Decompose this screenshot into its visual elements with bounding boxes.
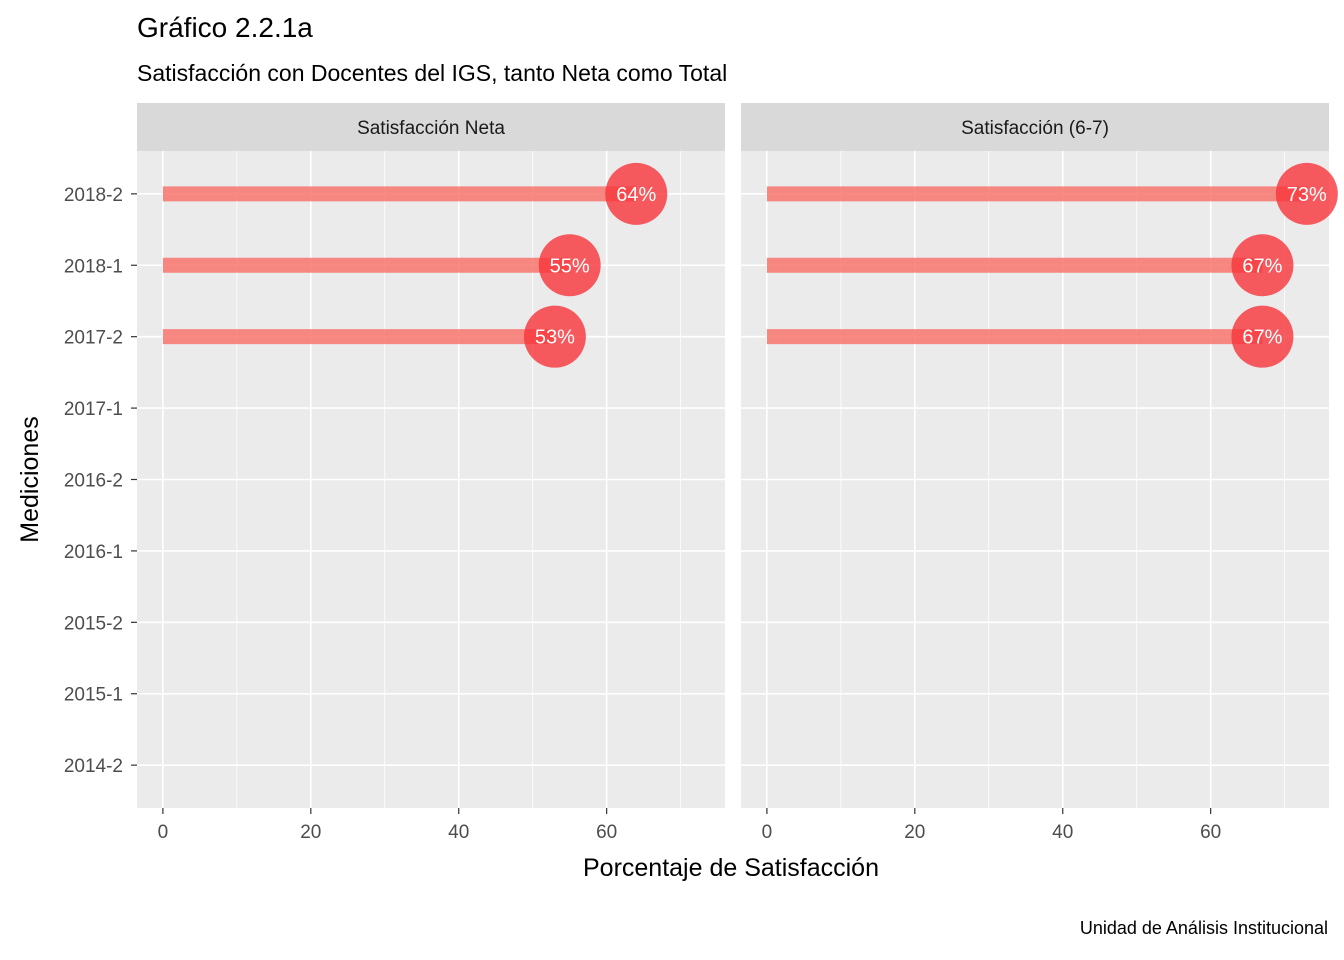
lollipop-point	[1275, 162, 1338, 225]
chart-subtitle: Satisfacción con Docentes del IGS, tanto…	[137, 60, 728, 86]
facet-strip-label: Satisfacción Neta	[357, 118, 505, 139]
y-tick-label: 2018-1	[64, 256, 123, 277]
x-tick-label: 0	[158, 822, 169, 843]
data-label: 73%	[1287, 184, 1327, 206]
data-label: 55%	[550, 255, 590, 277]
data-label: 53%	[535, 327, 575, 349]
lollipop-point	[1231, 234, 1294, 297]
y-tick-label: 2017-1	[64, 399, 123, 420]
lollipop-point	[605, 162, 668, 225]
facet-strip	[137, 103, 725, 151]
y-tick-label: 2016-1	[64, 542, 123, 563]
lollipop-point	[538, 234, 601, 297]
facet-strip-label: Satisfacción (6-7)	[961, 118, 1109, 139]
x-tick-label: 40	[1052, 822, 1073, 843]
y-tick-label: 2017-2	[64, 328, 123, 349]
y-tick-label: 2016-2	[64, 471, 123, 492]
y-tick-label: 2014-2	[64, 756, 123, 777]
y-axis-title: Mediciones	[16, 416, 44, 542]
x-tick-label: 20	[904, 822, 925, 843]
data-label: 64%	[616, 184, 656, 206]
x-tick-label: 20	[300, 822, 321, 843]
facet-strip	[741, 103, 1329, 151]
data-label: 67%	[1242, 327, 1282, 349]
y-tick-label: 2015-1	[64, 685, 123, 706]
y-tick-label: 2015-2	[64, 613, 123, 634]
chart-caption: Unidad de Análisis Institucional	[1079, 918, 1328, 938]
lollipop-point	[523, 305, 586, 368]
x-axis-title: Porcentaje de Satisfacción	[583, 854, 879, 882]
chart-title: Gráfico 2.2.1a	[137, 12, 313, 43]
x-tick-label: 60	[596, 822, 617, 843]
x-tick-label: 0	[762, 822, 773, 843]
y-tick-label: 2018-2	[64, 185, 123, 206]
lollipop-point	[1231, 305, 1294, 368]
x-tick-label: 60	[1200, 822, 1221, 843]
x-tick-label: 40	[448, 822, 469, 843]
data-label: 67%	[1242, 255, 1282, 277]
